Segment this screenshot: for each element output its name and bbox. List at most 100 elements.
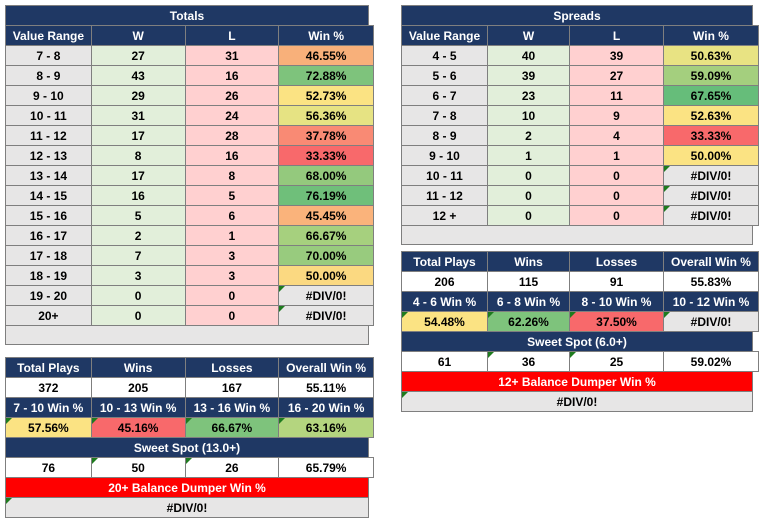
totals-losses-cell[interactable]: 3: [184, 245, 280, 266]
totals-winpct-cell[interactable]: 66.67%: [278, 225, 375, 246]
totals-range-cell[interactable]: 14 - 15: [5, 185, 92, 206]
spreads-losses-cell[interactable]: 0: [569, 205, 664, 226]
totals-losses-cell[interactable]: 8: [184, 165, 280, 186]
spreads-summary-value[interactable]: 55.83%: [663, 271, 759, 292]
spreads-range-cell[interactable]: 11 - 12: [401, 185, 488, 206]
totals-winpct-cell[interactable]: 68.00%: [278, 165, 375, 186]
totals-losses-cell[interactable]: 16: [184, 65, 280, 86]
spreads-wins-cell[interactable]: 2: [487, 125, 570, 146]
totals-range-cell[interactable]: 9 - 10: [5, 85, 92, 106]
totals-winpct-cell[interactable]: 46.55%: [278, 45, 375, 66]
spreads-sweet-value[interactable]: 25: [569, 351, 664, 372]
spreads-winpct-cell[interactable]: 50.00%: [663, 145, 759, 166]
spreads-wins-cell[interactable]: 0: [487, 205, 570, 226]
totals-range-cell[interactable]: 12 - 13: [5, 145, 92, 166]
totals-range-cell[interactable]: 20+: [5, 305, 92, 326]
totals-losses-cell[interactable]: 6: [184, 205, 280, 226]
spreads-winpct-cell[interactable]: 33.33%: [663, 125, 759, 146]
spreads-range-cell[interactable]: 8 - 9: [401, 125, 488, 146]
totals-bucket-value[interactable]: 45.16%: [90, 417, 186, 438]
totals-range-cell[interactable]: 18 - 19: [5, 265, 92, 286]
totals-losses-cell[interactable]: 28: [184, 125, 280, 146]
totals-range-cell[interactable]: 17 - 18: [5, 245, 92, 266]
totals-wins-cell[interactable]: 7: [90, 245, 186, 266]
totals-winpct-cell[interactable]: #DIV/0!: [278, 285, 375, 306]
spreads-summary-value[interactable]: 91: [569, 271, 664, 292]
totals-losses-cell[interactable]: 5: [184, 185, 280, 206]
spreads-summary-value[interactable]: 206: [401, 271, 488, 292]
totals-losses-cell[interactable]: 26: [184, 85, 280, 106]
totals-range-cell[interactable]: 7 - 8: [5, 45, 92, 66]
spreads-winpct-cell[interactable]: 59.09%: [663, 65, 759, 86]
totals-bucket-value[interactable]: 66.67%: [184, 417, 280, 438]
spreads-losses-cell[interactable]: 4: [569, 125, 664, 146]
spreads-range-cell[interactable]: 7 - 8: [401, 105, 488, 126]
spreads-sweet-value[interactable]: 61: [401, 351, 488, 372]
totals-range-cell[interactable]: 16 - 17: [5, 225, 92, 246]
totals-summary-value[interactable]: 205: [90, 377, 186, 398]
spreads-losses-cell[interactable]: 9: [569, 105, 664, 126]
spreads-range-cell[interactable]: 12 +: [401, 205, 488, 226]
spreads-sweet-value[interactable]: 59.02%: [663, 351, 759, 372]
spreads-range-cell[interactable]: 4 - 5: [401, 45, 488, 66]
spreads-losses-cell[interactable]: 1: [569, 145, 664, 166]
spreads-losses-cell[interactable]: 11: [569, 85, 664, 106]
totals-losses-cell[interactable]: 1: [184, 225, 280, 246]
totals-wins-cell[interactable]: 27: [90, 45, 186, 66]
spreads-wins-cell[interactable]: 10: [487, 105, 570, 126]
spreads-winpct-cell[interactable]: 67.65%: [663, 85, 759, 106]
spreads-wins-cell[interactable]: 1: [487, 145, 570, 166]
totals-wins-cell[interactable]: 2: [90, 225, 186, 246]
spreads-bucket-value[interactable]: 62.26%: [487, 311, 570, 332]
totals-bucket-value[interactable]: 57.56%: [5, 417, 92, 438]
totals-sweet-value[interactable]: 65.79%: [278, 457, 375, 478]
totals-wins-cell[interactable]: 16: [90, 185, 186, 206]
spreads-bucket-value[interactable]: 37.50%: [569, 311, 664, 332]
totals-winpct-cell[interactable]: 37.78%: [278, 125, 375, 146]
totals-wins-cell[interactable]: 5: [90, 205, 186, 226]
spreads-wins-cell[interactable]: 0: [487, 165, 570, 186]
spreads-range-cell[interactable]: 5 - 6: [401, 65, 488, 86]
totals-range-cell[interactable]: 13 - 14: [5, 165, 92, 186]
totals-losses-cell[interactable]: 24: [184, 105, 280, 126]
totals-summary-value[interactable]: 55.11%: [278, 377, 375, 398]
spreads-bucket-value[interactable]: 54.48%: [401, 311, 488, 332]
totals-range-cell[interactable]: 8 - 9: [5, 65, 92, 86]
totals-wins-cell[interactable]: 17: [90, 125, 186, 146]
totals-losses-cell[interactable]: 0: [184, 305, 280, 326]
totals-winpct-cell[interactable]: 52.73%: [278, 85, 375, 106]
totals-wins-cell[interactable]: 29: [90, 85, 186, 106]
spreads-losses-cell[interactable]: 27: [569, 65, 664, 86]
totals-bucket-value[interactable]: 63.16%: [278, 417, 375, 438]
spreads-wins-cell[interactable]: 39: [487, 65, 570, 86]
totals-summary-value[interactable]: 167: [184, 377, 280, 398]
totals-winpct-cell[interactable]: 50.00%: [278, 265, 375, 286]
spreads-wins-cell[interactable]: 0: [487, 185, 570, 206]
spreads-losses-cell[interactable]: 39: [569, 45, 664, 66]
spreads-winpct-cell[interactable]: 50.63%: [663, 45, 759, 66]
totals-winpct-cell[interactable]: 70.00%: [278, 245, 375, 266]
totals-sweet-value[interactable]: 26: [184, 457, 280, 478]
totals-wins-cell[interactable]: 3: [90, 265, 186, 286]
totals-losses-cell[interactable]: 0: [184, 285, 280, 306]
totals-wins-cell[interactable]: 8: [90, 145, 186, 166]
totals-winpct-cell[interactable]: 45.45%: [278, 205, 375, 226]
totals-range-cell[interactable]: 15 - 16: [5, 205, 92, 226]
spreads-losses-cell[interactable]: 0: [569, 165, 664, 186]
totals-wins-cell[interactable]: 17: [90, 165, 186, 186]
totals-range-cell[interactable]: 19 - 20: [5, 285, 92, 306]
totals-summary-value[interactable]: 372: [5, 377, 92, 398]
totals-losses-cell[interactable]: 3: [184, 265, 280, 286]
spreads-dumper-value[interactable]: #DIV/0!: [401, 391, 753, 412]
spreads-range-cell[interactable]: 9 - 10: [401, 145, 488, 166]
spreads-winpct-cell[interactable]: #DIV/0!: [663, 185, 759, 206]
totals-winpct-cell[interactable]: #DIV/0!: [278, 305, 375, 326]
totals-range-cell[interactable]: 10 - 11: [5, 105, 92, 126]
spreads-summary-value[interactable]: 115: [487, 271, 570, 292]
totals-losses-cell[interactable]: 31: [184, 45, 280, 66]
spreads-sweet-value[interactable]: 36: [487, 351, 570, 372]
spreads-wins-cell[interactable]: 40: [487, 45, 570, 66]
totals-winpct-cell[interactable]: 33.33%: [278, 145, 375, 166]
spreads-winpct-cell[interactable]: 52.63%: [663, 105, 759, 126]
totals-wins-cell[interactable]: 43: [90, 65, 186, 86]
